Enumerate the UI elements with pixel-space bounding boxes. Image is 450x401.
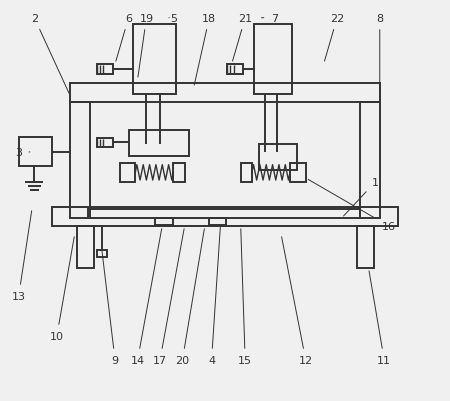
Text: 22: 22 <box>324 14 344 62</box>
Bar <box>97 65 113 75</box>
Text: 3: 3 <box>15 148 30 158</box>
Text: 20: 20 <box>176 229 204 365</box>
Bar <box>241 163 252 182</box>
Text: 10: 10 <box>50 237 74 341</box>
Text: 14: 14 <box>130 229 162 365</box>
Bar <box>129 131 189 156</box>
Bar <box>97 251 107 257</box>
Text: 18: 18 <box>194 14 216 86</box>
Text: 6: 6 <box>116 14 132 62</box>
Text: 13: 13 <box>12 211 32 302</box>
Text: 21: 21 <box>233 14 252 62</box>
Text: 5: 5 <box>169 14 177 24</box>
Bar <box>52 207 398 227</box>
Bar <box>173 163 184 182</box>
Bar <box>155 219 172 225</box>
Text: 15: 15 <box>238 229 252 365</box>
Bar <box>357 227 374 268</box>
Bar <box>97 139 113 147</box>
Text: 17: 17 <box>153 229 184 365</box>
Bar <box>209 219 226 225</box>
Bar <box>120 163 135 182</box>
Bar <box>227 65 243 75</box>
Text: 8: 8 <box>376 14 383 94</box>
Text: 11: 11 <box>369 271 391 365</box>
Bar <box>254 25 292 95</box>
Text: 2: 2 <box>31 14 69 94</box>
Bar <box>88 210 360 219</box>
Text: 12: 12 <box>282 237 313 365</box>
Text: 4: 4 <box>208 227 220 365</box>
Bar <box>290 163 306 182</box>
Text: 19: 19 <box>138 14 153 78</box>
Text: 9: 9 <box>102 251 119 365</box>
Bar <box>259 144 297 170</box>
Text: 7: 7 <box>261 14 278 24</box>
Bar <box>360 103 380 219</box>
Bar <box>70 83 380 103</box>
Bar <box>77 227 94 268</box>
Bar <box>70 103 90 219</box>
Text: 1: 1 <box>343 178 379 217</box>
Bar <box>133 25 176 95</box>
Text: 16: 16 <box>308 180 396 231</box>
Bar <box>18 138 52 166</box>
